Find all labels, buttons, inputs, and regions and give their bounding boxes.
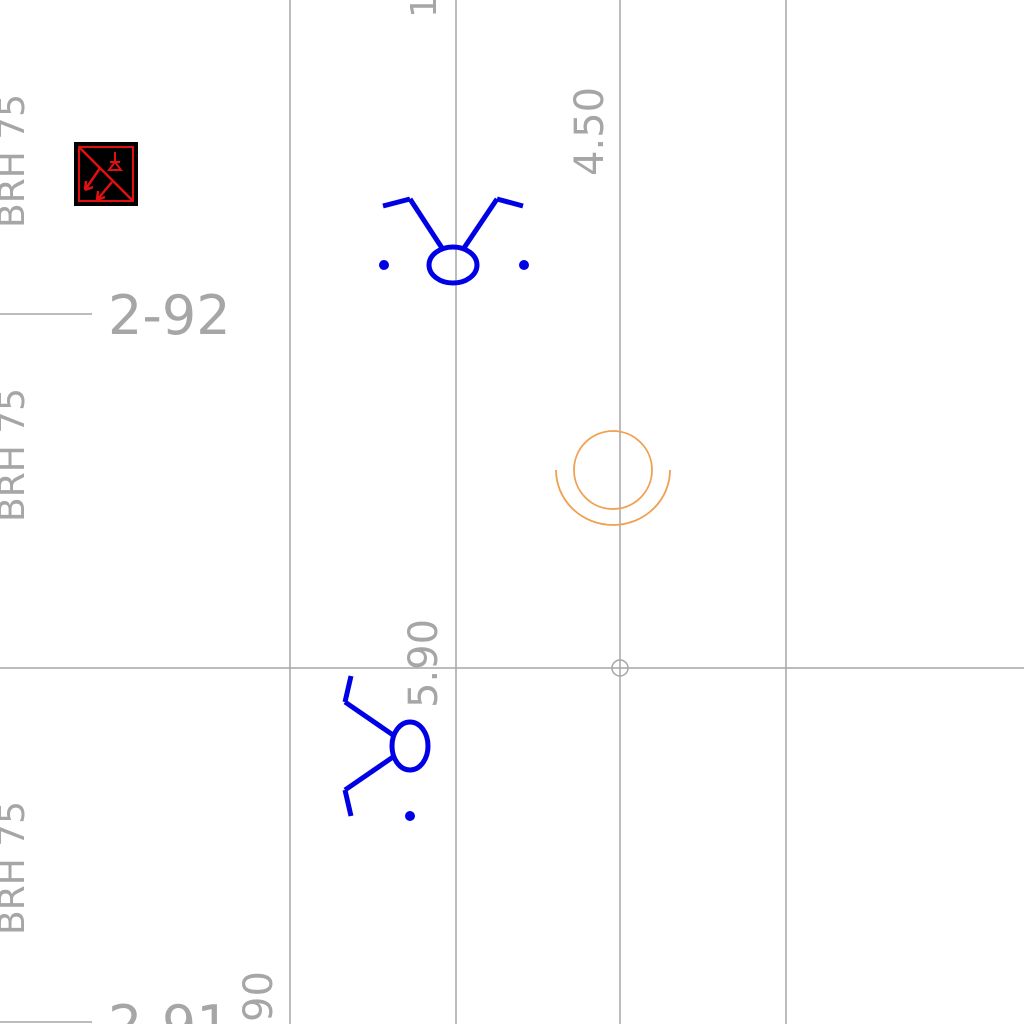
left-label-bottom: BRH 75	[0, 801, 33, 935]
blue-cross-symbol-icon-lower[interactable]	[342, 675, 431, 821]
top-edge-label: 1	[404, 0, 445, 18]
left-label-top: BRH 75	[0, 94, 33, 228]
left-label-mid: BRH 75	[0, 388, 33, 522]
hazard-warning-icon[interactable]	[74, 142, 138, 206]
blue-cross-symbol-icon[interactable]	[379, 196, 529, 286]
block-label-bottom: 2-91	[108, 994, 231, 1024]
grid-label-450: 4.50	[567, 87, 613, 176]
grid-label-590: 5.90	[401, 619, 447, 708]
grid-node-icon	[611, 659, 629, 677]
block-label-top: 2-92	[108, 284, 231, 347]
orange-ring-icon[interactable]	[555, 430, 671, 526]
grid-label-bottom: 90	[236, 971, 282, 1022]
